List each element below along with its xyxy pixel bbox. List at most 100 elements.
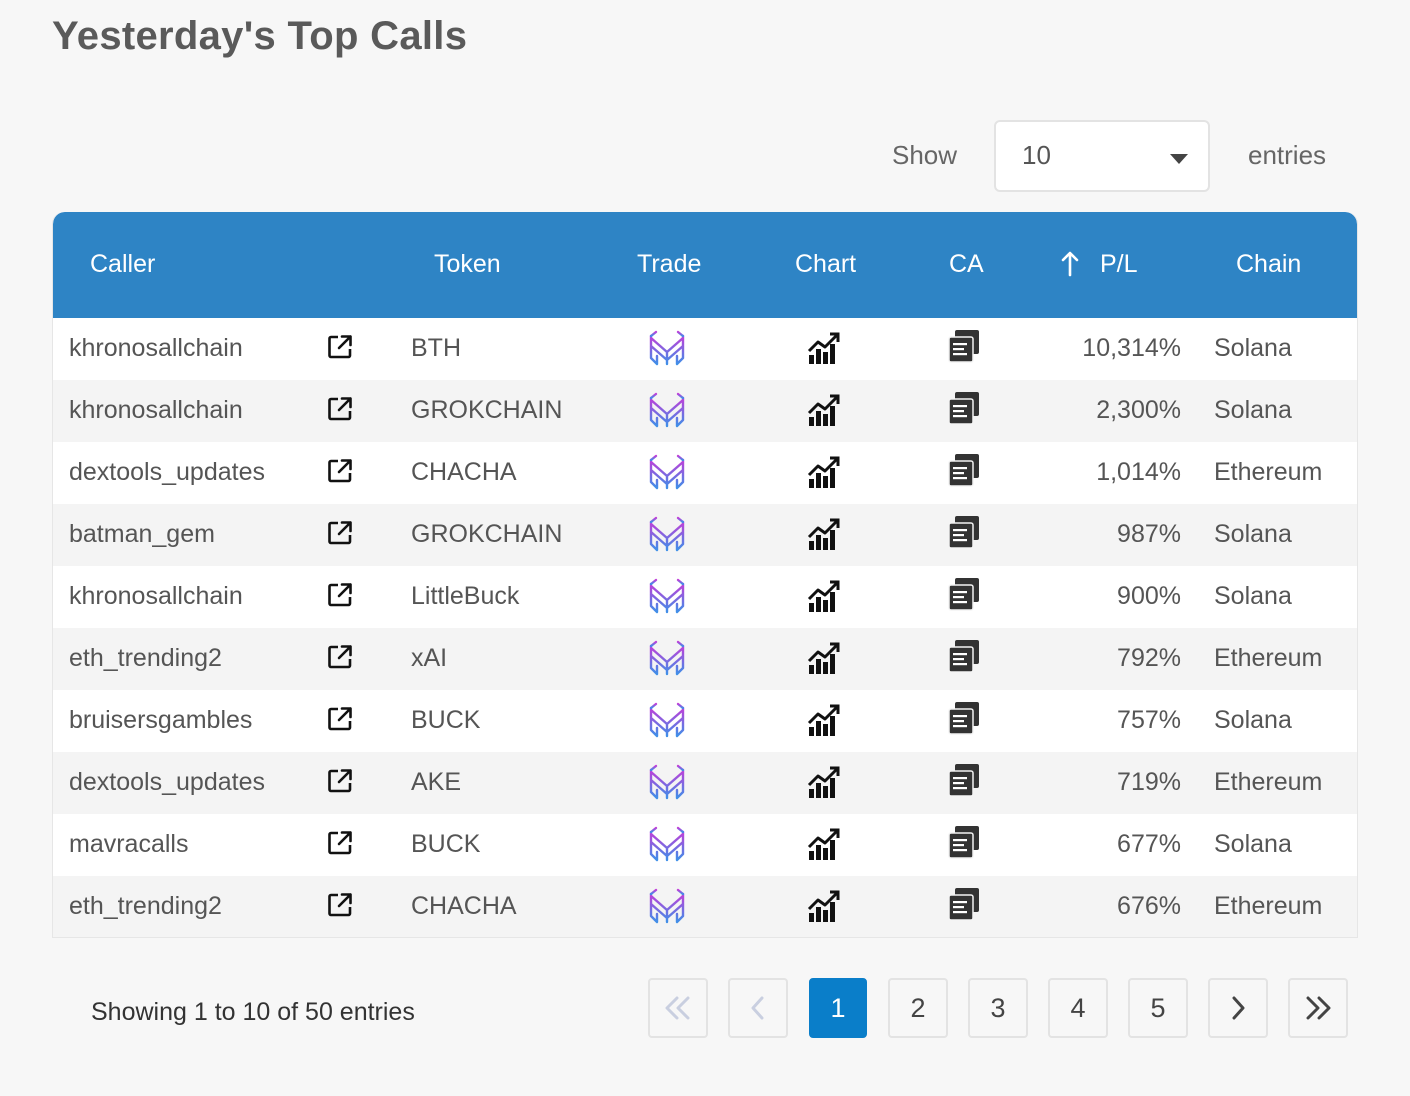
next-page-button[interactable] <box>1208 978 1268 1038</box>
external-link-icon[interactable] <box>327 830 353 861</box>
top-calls-table: Caller Token Trade Chart CA P/L Chain kh… <box>52 212 1358 938</box>
copy-contract-address-icon[interactable] <box>947 638 981 679</box>
copy-contract-address-icon[interactable] <box>947 824 981 865</box>
trade-icon[interactable] <box>647 702 687 745</box>
table-row: dextools_updates AKE 719% Ethereum <box>53 752 1357 814</box>
trade-icon[interactable] <box>647 330 687 373</box>
token-name: CHACHA <box>411 458 517 486</box>
column-header-chart[interactable]: Chart <box>795 250 857 278</box>
trade-icon[interactable] <box>647 826 687 869</box>
copy-contract-address-icon[interactable] <box>947 328 981 369</box>
trade-icon[interactable] <box>647 578 687 621</box>
token-name: GROKCHAIN <box>411 396 563 424</box>
chart-icon[interactable] <box>807 579 841 618</box>
chain-name: Solana <box>1214 334 1292 362</box>
token-name: BUCK <box>411 830 481 858</box>
trade-icon[interactable] <box>647 640 687 683</box>
double-chevron-right-icon <box>1306 996 1331 1020</box>
external-link-icon[interactable] <box>327 706 353 737</box>
caller-name: khronosallchain <box>69 582 243 610</box>
page-button-5[interactable]: 5 <box>1128 978 1188 1038</box>
entries-per-page-select[interactable]: 10 <box>994 120 1210 192</box>
copy-contract-address-icon[interactable] <box>947 700 981 741</box>
page-button-1[interactable]: 1 <box>809 978 867 1038</box>
copy-contract-address-icon[interactable] <box>947 390 981 431</box>
chart-icon[interactable] <box>807 827 841 866</box>
show-label: Show <box>892 140 958 170</box>
profit-loss-value: 757% <box>1117 706 1181 734</box>
profit-loss-value: 10,314% <box>1082 334 1181 362</box>
external-link-icon[interactable] <box>327 520 353 551</box>
chart-icon[interactable] <box>807 331 841 370</box>
external-link-icon[interactable] <box>327 396 353 427</box>
chart-icon[interactable] <box>807 703 841 742</box>
token-name: BTH <box>411 334 461 362</box>
previous-page-button[interactable] <box>728 978 788 1038</box>
external-link-icon[interactable] <box>327 644 353 675</box>
token-name: xAI <box>411 644 448 672</box>
chevron-right-icon <box>1232 996 1245 1020</box>
profit-loss-value: 2,300% <box>1096 396 1181 424</box>
copy-contract-address-icon[interactable] <box>947 762 981 803</box>
caller-name: dextools_updates <box>69 458 265 486</box>
page-title: Yesterday's Top Calls <box>52 14 468 58</box>
profit-loss-value: 900% <box>1117 582 1181 610</box>
caller-name: mavracalls <box>69 830 189 858</box>
caller-name: dextools_updates <box>69 768 265 796</box>
table-info: Showing 1 to 10 of 50 entries <box>91 998 415 1026</box>
caller-name: bruisersgambles <box>69 706 253 734</box>
table-row: bruisersgambles BUCK 757% Solana <box>53 690 1357 752</box>
column-header-pl[interactable]: P/L <box>1100 250 1138 278</box>
table-row: batman_gem GROKCHAIN 987% Solana <box>53 504 1357 566</box>
chain-name: Ethereum <box>1214 892 1323 920</box>
trade-icon[interactable] <box>647 392 687 435</box>
caller-name: eth_trending2 <box>69 644 222 672</box>
external-link-icon[interactable] <box>327 582 353 613</box>
column-header-ca[interactable]: CA <box>949 250 984 278</box>
trade-icon[interactable] <box>647 888 687 931</box>
token-name: AKE <box>411 768 462 796</box>
column-header-token[interactable]: Token <box>434 250 501 278</box>
column-header-trade[interactable]: Trade <box>637 250 702 278</box>
external-link-icon[interactable] <box>327 892 353 923</box>
chart-icon[interactable] <box>807 641 841 680</box>
entries-per-page-value: 10 <box>1022 140 1051 170</box>
page-button-4[interactable]: 4 <box>1048 978 1108 1038</box>
table-row: mavracalls BUCK 677% Solana <box>53 814 1357 876</box>
trade-icon[interactable] <box>647 764 687 807</box>
chart-icon[interactable] <box>807 765 841 804</box>
page-button-2[interactable]: 2 <box>888 978 948 1038</box>
caller-name: khronosallchain <box>69 334 243 362</box>
copy-contract-address-icon[interactable] <box>947 452 981 493</box>
copy-contract-address-icon[interactable] <box>947 576 981 617</box>
last-page-button[interactable] <box>1288 978 1348 1038</box>
copy-contract-address-icon[interactable] <box>947 514 981 555</box>
chart-icon[interactable] <box>807 889 841 928</box>
first-page-button[interactable] <box>648 978 708 1038</box>
double-chevron-left-icon <box>665 996 690 1020</box>
table-row: khronosallchain BTH 10,314% Solana <box>53 318 1357 380</box>
trade-icon[interactable] <box>647 516 687 559</box>
profit-loss-value: 677% <box>1117 830 1181 858</box>
copy-contract-address-icon[interactable] <box>947 886 981 927</box>
token-name: GROKCHAIN <box>411 520 563 548</box>
external-link-icon[interactable] <box>327 458 353 489</box>
caller-name: eth_trending2 <box>69 892 222 920</box>
chain-name: Ethereum <box>1214 644 1323 672</box>
trade-icon[interactable] <box>647 454 687 497</box>
column-header-caller[interactable]: Caller <box>90 250 156 278</box>
column-header-chain[interactable]: Chain <box>1236 250 1302 278</box>
profit-loss-value: 719% <box>1117 768 1181 796</box>
chart-icon[interactable] <box>807 455 841 494</box>
external-link-icon[interactable] <box>327 768 353 799</box>
chain-name: Solana <box>1214 830 1292 858</box>
table-header: Caller Token Trade Chart CA P/L Chain <box>53 212 1357 318</box>
chain-name: Ethereum <box>1214 768 1323 796</box>
entries-label: entries <box>1248 140 1327 170</box>
page-button-3[interactable]: 3 <box>968 978 1028 1038</box>
profit-loss-value: 1,014% <box>1096 458 1181 486</box>
profit-loss-value: 792% <box>1117 644 1181 672</box>
external-link-icon[interactable] <box>327 334 353 365</box>
chart-icon[interactable] <box>807 517 841 556</box>
chart-icon[interactable] <box>807 393 841 432</box>
